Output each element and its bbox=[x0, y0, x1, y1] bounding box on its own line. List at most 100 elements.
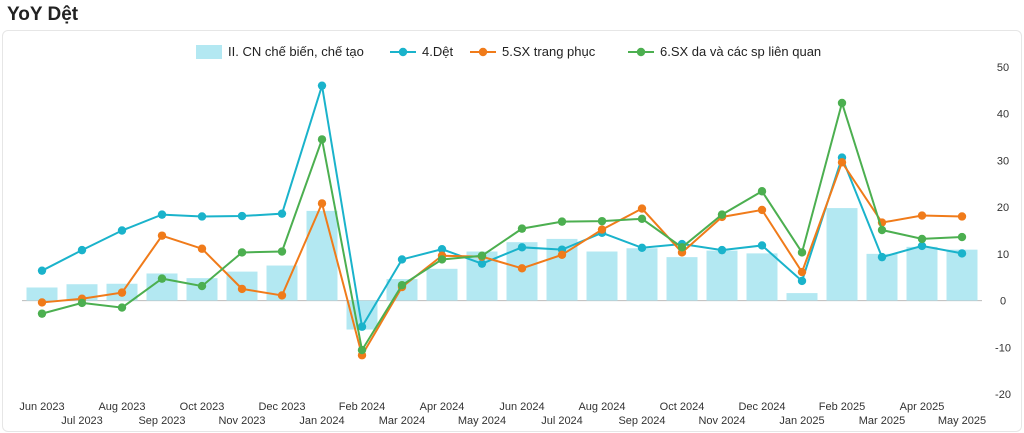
legend-label: 4.Dệt bbox=[422, 44, 453, 59]
x-tick-label: Jun 2023 bbox=[19, 401, 64, 413]
data-point bbox=[317, 81, 327, 90]
data-point bbox=[277, 209, 287, 218]
data-point bbox=[317, 199, 327, 208]
bar bbox=[746, 253, 778, 301]
data-point bbox=[637, 204, 647, 213]
legend-label: 5.SX trang phục bbox=[502, 44, 596, 59]
data-point bbox=[757, 241, 767, 250]
bar bbox=[946, 249, 978, 301]
x-tick-label: Dec 2024 bbox=[738, 401, 785, 413]
bar bbox=[586, 251, 618, 301]
data-point bbox=[437, 244, 447, 254]
data-point bbox=[637, 243, 647, 252]
x-tick-label: Oct 2023 bbox=[180, 401, 225, 413]
data-point bbox=[157, 210, 167, 219]
x-tick-label: May 2025 bbox=[938, 415, 986, 427]
x-tick-label: May 2024 bbox=[458, 415, 506, 427]
data-point bbox=[677, 243, 687, 252]
data-point bbox=[597, 216, 607, 226]
data-point bbox=[557, 250, 567, 259]
data-point bbox=[37, 309, 47, 318]
data-point bbox=[877, 225, 887, 235]
bar bbox=[826, 208, 858, 301]
x-tick-label: Mar 2025 bbox=[859, 415, 905, 427]
data-point bbox=[637, 214, 647, 224]
x-tick-label: Jan 2025 bbox=[779, 415, 824, 427]
x-tick-label: Feb 2025 bbox=[819, 401, 865, 413]
data-point bbox=[317, 135, 327, 144]
data-point bbox=[77, 245, 87, 255]
data-point bbox=[517, 264, 527, 273]
y-tick-label: 50 bbox=[997, 62, 1009, 74]
data-point bbox=[77, 298, 87, 308]
data-point bbox=[117, 303, 127, 312]
x-tick-label: Jul 2024 bbox=[541, 415, 583, 427]
data-point bbox=[277, 291, 287, 300]
data-point bbox=[957, 232, 967, 242]
data-point bbox=[477, 259, 487, 268]
bar bbox=[626, 248, 658, 301]
data-point bbox=[117, 288, 127, 297]
legend-swatch bbox=[196, 45, 222, 59]
x-tick-label: Oct 2024 bbox=[660, 401, 705, 413]
chart-title: YoY Dệt bbox=[7, 4, 79, 25]
series-line bbox=[41, 160, 963, 358]
data-point bbox=[157, 231, 167, 240]
data-point bbox=[37, 298, 47, 307]
series-line bbox=[41, 99, 963, 353]
data-point bbox=[837, 98, 847, 108]
x-tick-label: Mar 2024 bbox=[379, 415, 425, 427]
data-point bbox=[877, 252, 887, 262]
data-point bbox=[277, 247, 287, 256]
x-tick-label: Aug 2024 bbox=[578, 401, 625, 413]
y-tick-label: 0 bbox=[1000, 296, 1006, 308]
bar bbox=[66, 284, 98, 301]
data-point bbox=[797, 248, 807, 257]
data-point bbox=[477, 251, 487, 260]
data-point bbox=[37, 266, 47, 275]
x-tick-label: Nov 2024 bbox=[698, 415, 745, 427]
bar bbox=[26, 287, 58, 301]
x-tick-label: Jul 2023 bbox=[61, 415, 103, 427]
data-point bbox=[757, 187, 767, 196]
x-tick-label: Apr 2024 bbox=[420, 401, 465, 413]
bar bbox=[906, 246, 938, 301]
data-point bbox=[237, 248, 247, 257]
bar bbox=[306, 210, 338, 301]
data-point bbox=[517, 243, 527, 252]
data-point bbox=[237, 211, 247, 221]
data-point bbox=[517, 224, 527, 233]
bar bbox=[866, 253, 898, 301]
x-tick-label: Apr 2025 bbox=[900, 401, 945, 413]
data-point bbox=[957, 212, 967, 221]
data-point bbox=[397, 280, 407, 290]
legend-marker bbox=[478, 47, 488, 57]
bar bbox=[706, 250, 738, 301]
legend-marker bbox=[398, 47, 408, 57]
x-tick-label: Aug 2023 bbox=[98, 401, 145, 413]
x-tick-label: Sep 2023 bbox=[138, 415, 185, 427]
y-tick-label: -10 bbox=[995, 342, 1011, 354]
data-point bbox=[557, 217, 567, 226]
bar bbox=[426, 268, 458, 301]
data-point bbox=[957, 249, 967, 258]
data-point bbox=[197, 244, 207, 253]
x-tick-label: Nov 2023 bbox=[218, 415, 265, 427]
data-point bbox=[917, 241, 927, 251]
bar bbox=[666, 257, 698, 301]
data-point bbox=[797, 267, 807, 277]
chart-frame bbox=[2, 30, 1022, 432]
y-tick-label: 30 bbox=[997, 155, 1009, 167]
x-tick-label: Feb 2024 bbox=[339, 401, 385, 413]
data-point bbox=[757, 205, 767, 215]
legend-label: 6.SX da và các sp liên quan bbox=[660, 44, 821, 59]
x-tick-label: Sep 2024 bbox=[618, 415, 665, 427]
data-point bbox=[357, 345, 367, 355]
bar bbox=[786, 293, 818, 301]
data-point bbox=[117, 226, 127, 235]
data-point bbox=[197, 281, 207, 291]
data-point bbox=[837, 158, 847, 167]
data-point bbox=[717, 245, 727, 255]
